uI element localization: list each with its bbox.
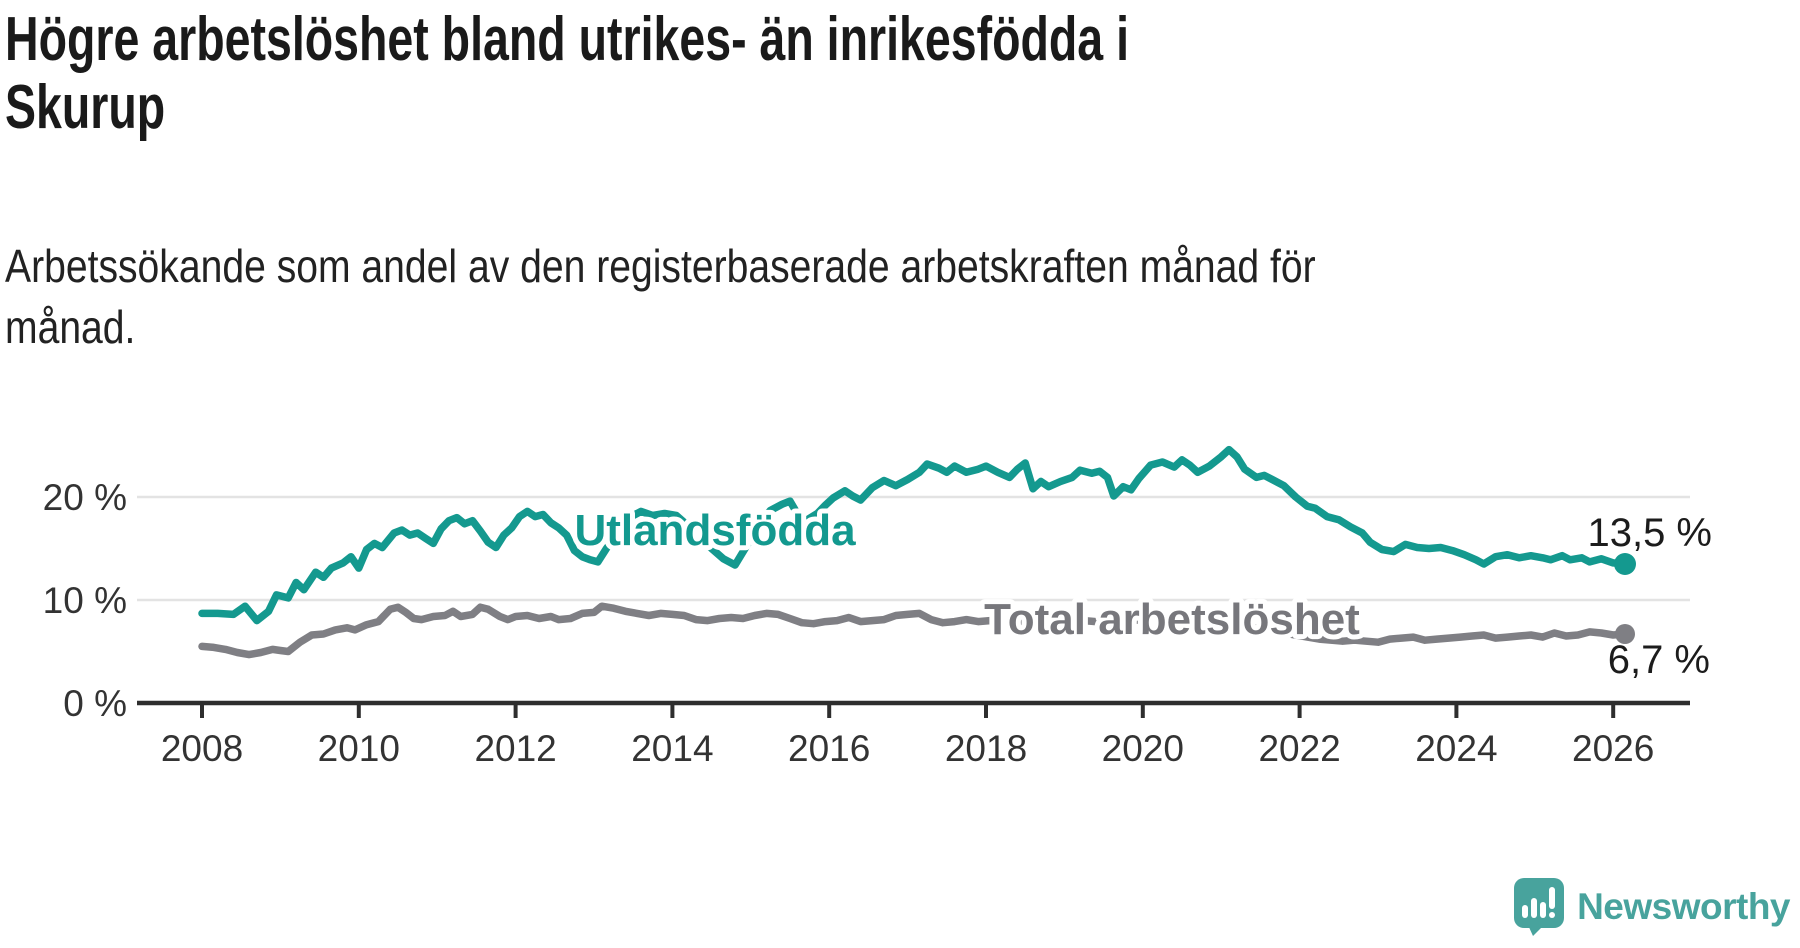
x-axis-tick-label: 2026: [1572, 728, 1654, 769]
total-unemployment-line: [198, 602, 1629, 659]
y-axis-tick-label: 0 %: [63, 683, 127, 724]
logo-bar-1: [1522, 905, 1529, 918]
x-axis-ticks: 2008 2010 2012 2014 2016 2018 2020 2022 2024 2026: [161, 703, 1654, 769]
logo-exclamation-dot: [1549, 912, 1556, 918]
y-axis-tick-label: 20 %: [43, 477, 127, 518]
y-axis-labels: 0 % 10 % 20 %: [43, 477, 127, 724]
foreign-born-line: [198, 445, 1629, 625]
total-end-dot: [1615, 624, 1635, 644]
logo-bar-2: [1531, 898, 1538, 918]
end-value-label-total: 6,7 %: [1608, 638, 1710, 682]
logo-bar-3: [1540, 902, 1547, 918]
gridlines: [137, 495, 1690, 602]
x-axis-tick-label: 2024: [1415, 728, 1497, 769]
logo-speech-bubble-tail: [1528, 925, 1545, 936]
page-title: Högre arbetslöshet bland utrikes- än inr…: [5, 5, 1129, 143]
page-subtitle: Arbetssökande som andel av den registerb…: [5, 240, 1316, 353]
end-value-label-foreign-born: 13,5 %: [1587, 511, 1712, 555]
logo-exclamation-bar: [1549, 887, 1556, 909]
x-axis-tick-label: 2016: [788, 728, 870, 769]
series-label-utlandsfodda: Utlandsfödda: [574, 506, 856, 555]
newsworthy-logo-text: Newsworthy: [1577, 886, 1790, 927]
x-axis-tick-label: 2010: [318, 728, 400, 769]
x-axis-tick-label: 2014: [631, 728, 713, 769]
x-axis-tick-label: 2018: [945, 728, 1027, 769]
x-axis-tick-label: 2008: [161, 728, 243, 769]
y-axis-tick-label: 10 %: [43, 580, 127, 621]
x-axis-tick-label: 2012: [474, 728, 556, 769]
logo-speech-bubble: [1514, 878, 1565, 928]
newsworthy-logo-icon: [1514, 878, 1565, 936]
x-axis-tick-label: 2020: [1102, 728, 1184, 769]
series-label-total-arbetsloshet: Total arbetslöshet: [984, 595, 1360, 644]
newsworthy-logo: Newsworthy: [1514, 878, 1790, 936]
foreign-born-end-dot: [1614, 553, 1636, 575]
x-axis-tick-label: 2022: [1258, 728, 1340, 769]
